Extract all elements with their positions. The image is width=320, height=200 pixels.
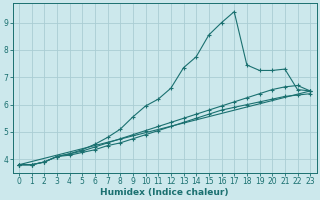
X-axis label: Humidex (Indice chaleur): Humidex (Indice chaleur) <box>100 188 229 197</box>
